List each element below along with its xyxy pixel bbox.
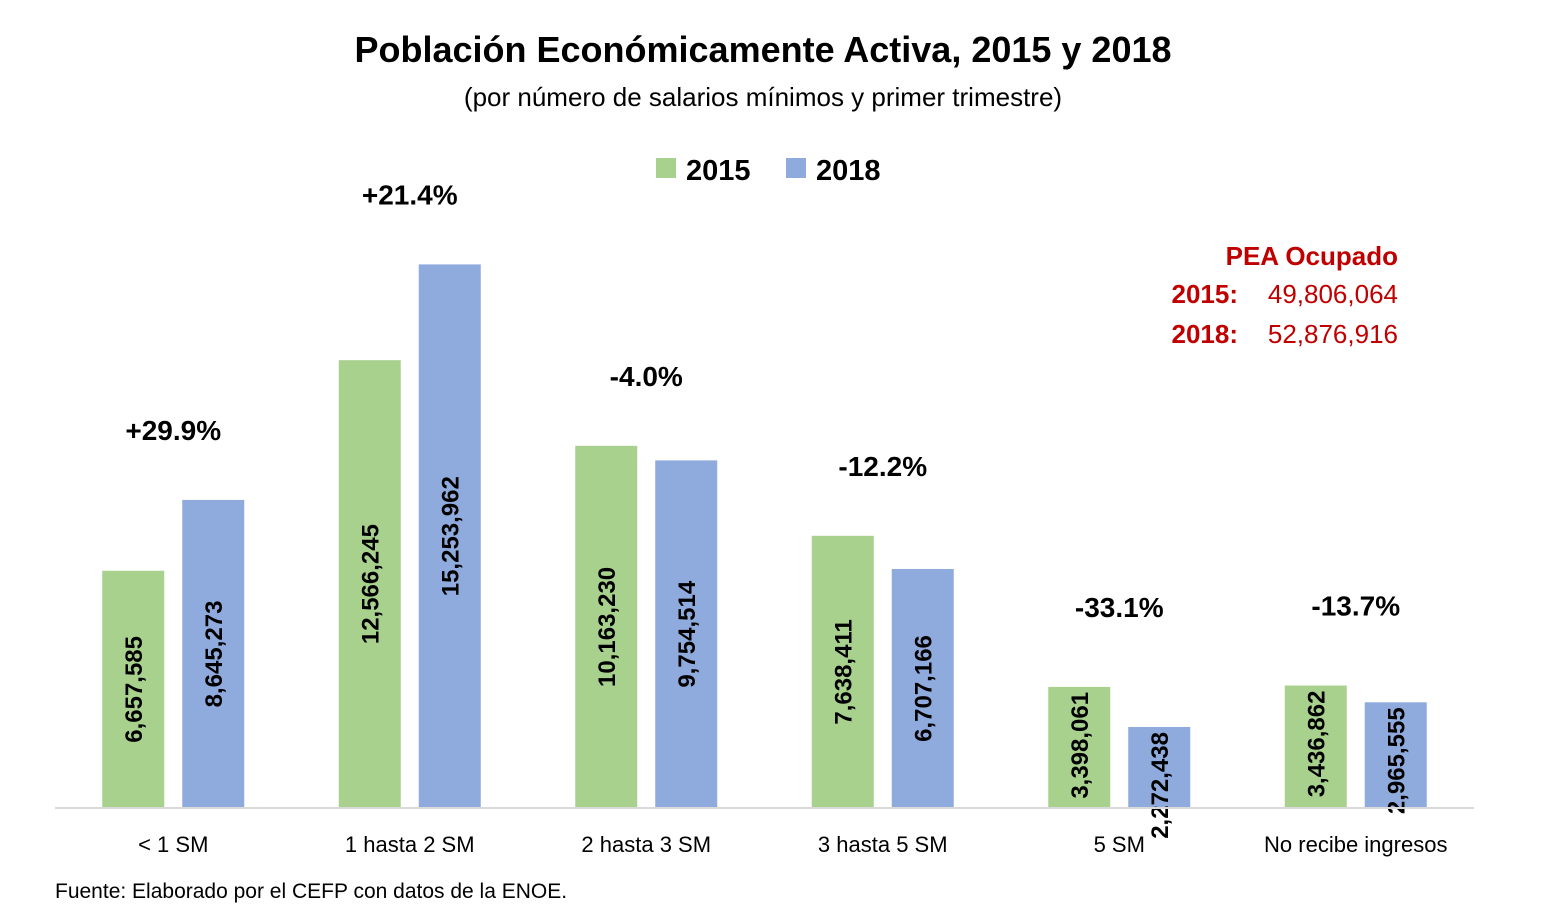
change-label-1-hasta-2-sm: +21.4% [362, 179, 458, 210]
change-label-3-hasta-5-sm: -12.2% [838, 451, 927, 482]
change-label-no-recibe-ingresos: -13.7% [1311, 591, 1400, 622]
bar-2015-3-hasta-5-sm [811, 535, 874, 808]
value-label-2018-5-sm: 2,272,438 [1147, 732, 1174, 839]
bar-2015-1-sm [102, 570, 165, 808]
pea-heading: PEA Ocupado [1226, 241, 1398, 271]
value-label-2015-1-hasta-2-sm: 12,566,245 [358, 524, 385, 644]
bar-group: 6,657,585 8,645,273 +29.9% < 1 SM 12,566,245… [102, 179, 1447, 857]
pea-annotation: PEA Ocupado 2015: 49,806,064 2018: 52,87… [1172, 241, 1399, 349]
source-note: Fuente: Elaborado por el CEFP con datos … [55, 880, 567, 903]
bar-2015-2-hasta-3-sm [575, 445, 638, 808]
legend: 2015 2018 [656, 155, 881, 187]
value-label-2018-2-hasta-3-sm: 9,754,514 [674, 580, 701, 687]
bar-2018-5-sm [1128, 727, 1191, 808]
chart-title: Población Económicamente Activa, 2015 y … [354, 29, 1171, 70]
pea-value-2018: 52,876,916 [1268, 319, 1398, 349]
value-label-2015-no-recibe-ingresos: 3,436,862 [1304, 691, 1331, 798]
bar-2018-1-hasta-2-sm [418, 264, 481, 808]
category-label-3-hasta-5-sm: 3 hasta 5 SM [818, 832, 948, 857]
category-label-1-hasta-2-sm: 1 hasta 2 SM [345, 832, 475, 857]
bar-2015-5-sm [1048, 686, 1111, 808]
legend-swatch-2015 [656, 158, 676, 178]
change-label-2-hasta-3-sm: -4.0% [610, 361, 683, 392]
value-label-2015-2-hasta-3-sm: 10,163,230 [594, 567, 621, 687]
value-label-2015-3-hasta-5-sm: 7,638,411 [831, 619, 858, 724]
category-label-2-hasta-3-sm: 2 hasta 3 SM [581, 832, 711, 857]
value-label-2015-5-sm: 3,398,061 [1067, 692, 1094, 799]
legend-label-2018: 2018 [816, 155, 881, 187]
category-label-1-sm: < 1 SM [138, 832, 208, 857]
value-label-2018-no-recibe-ingresos: 2,965,555 [1384, 707, 1411, 814]
value-label-2018-1-sm: 8,645,273 [201, 601, 228, 708]
value-label-2015-1-sm: 6,657,585 [121, 636, 148, 743]
change-label-5-sm: -33.1% [1075, 592, 1164, 623]
pea-value-2015: 49,806,064 [1268, 279, 1398, 309]
category-label-no-recibe-ingresos: No recibe ingresos [1264, 832, 1447, 857]
bar-2015-no-recibe-ingresos [1284, 685, 1347, 808]
bar-2015-1-hasta-2-sm [338, 360, 401, 808]
value-label-2018-1-hasta-2-sm: 15,253,962 [438, 476, 465, 596]
legend-swatch-2018 [786, 158, 806, 178]
bar-2018-3-hasta-5-sm [891, 568, 954, 808]
pea-year-2018: 2018: [1172, 319, 1239, 349]
bar-2018-1-sm [182, 499, 245, 808]
legend-label-2015: 2015 [686, 155, 751, 187]
bar-2018-no-recibe-ingresos [1364, 702, 1427, 808]
bar-2018-2-hasta-3-sm [655, 460, 718, 808]
category-label-5-sm: 5 SM [1094, 832, 1145, 857]
change-label-1-sm: +29.9% [125, 415, 221, 446]
value-label-2018-3-hasta-5-sm: 6,707,166 [911, 635, 938, 742]
pea-year-2015: 2015: [1172, 279, 1239, 309]
chart-subtitle: (por número de salarios mínimos y primer… [464, 82, 1062, 112]
